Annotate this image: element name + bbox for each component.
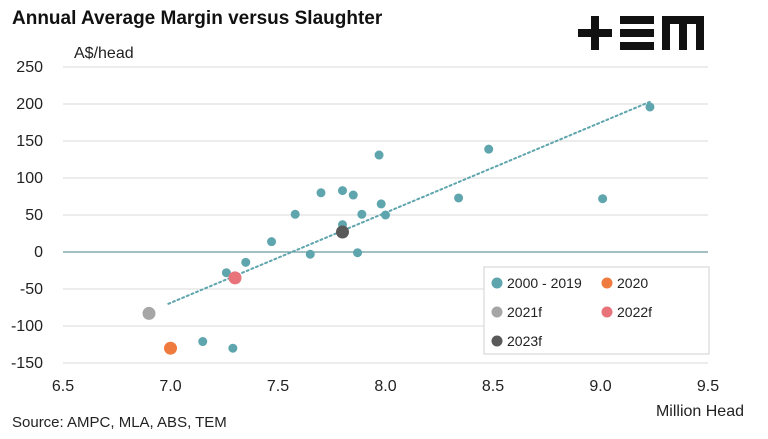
legend-box (483, 266, 710, 355)
tem-logo (578, 16, 704, 50)
source-note: Source: AMPC, MLA, ABS, TEM (12, 414, 227, 431)
data-point (454, 193, 464, 203)
chart-title: Annual Average Margin versus Slaughter (12, 8, 383, 29)
data-point (241, 257, 251, 267)
x-tick-label: 9.0 (589, 378, 611, 395)
legend-marker (491, 335, 503, 347)
y-tick-label: 150 (16, 133, 43, 150)
data-point (142, 306, 156, 320)
data-point (348, 190, 358, 200)
data-point (336, 225, 349, 239)
x-tick-label: 8.0 (374, 378, 396, 395)
legend-marker (491, 277, 503, 289)
data-point (164, 341, 177, 355)
data-point (305, 249, 315, 259)
data-point (374, 150, 384, 160)
y-tick-label: 100 (16, 170, 43, 187)
data-point (484, 144, 494, 154)
x-tick-label: 7.5 (267, 378, 289, 395)
data-point (645, 102, 655, 112)
y-axis-label: A$/head (74, 45, 134, 62)
data-point (228, 271, 242, 285)
x-axis-label: Million Head (656, 403, 744, 420)
legend-marker (491, 306, 503, 318)
y-tick-label: 200 (16, 96, 43, 113)
data-point (376, 199, 386, 209)
data-point (381, 210, 390, 220)
x-tick-label: 7.0 (159, 378, 181, 395)
x-tick-label: 8.5 (482, 378, 504, 395)
x-tick-label: 9.5 (697, 378, 719, 395)
data-point (353, 248, 363, 258)
legend-marker (601, 306, 613, 318)
data-point (338, 186, 347, 196)
data-point (267, 237, 277, 247)
trendline (167, 100, 651, 305)
legend-label: 2021f (507, 304, 542, 320)
legend-marker (601, 277, 613, 289)
data-point (598, 194, 608, 204)
legend-label: 2000 - 2019 (507, 275, 582, 291)
y-tick-label: -50 (20, 281, 43, 298)
legend-label: 2022f (617, 304, 652, 320)
x-tick-label: 6.5 (52, 378, 74, 395)
data-point (290, 209, 300, 219)
data-point (198, 337, 208, 347)
y-tick-label: -150 (11, 355, 43, 372)
data-point (316, 188, 326, 198)
y-tick-label: 250 (16, 59, 43, 76)
data-point (357, 209, 367, 219)
y-tick-label: -100 (11, 318, 43, 335)
data-point (221, 268, 231, 278)
legend-label: 2020 (617, 275, 648, 291)
y-tick-label: 50 (25, 207, 43, 224)
legend-label: 2023f (507, 333, 542, 349)
y-tick-label: 0 (34, 244, 43, 261)
data-point (228, 343, 238, 353)
